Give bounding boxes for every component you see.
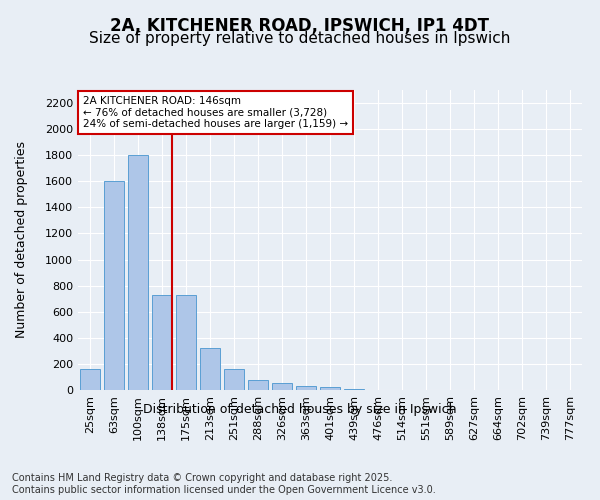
Text: Size of property relative to detached houses in Ipswich: Size of property relative to detached ho… bbox=[89, 31, 511, 46]
Bar bbox=[104, 182, 124, 390]
Bar bbox=[224, 369, 244, 390]
Y-axis label: Number of detached properties: Number of detached properties bbox=[14, 142, 28, 338]
Text: 2A KITCHENER ROAD: 146sqm
← 76% of detached houses are smaller (3,728)
24% of se: 2A KITCHENER ROAD: 146sqm ← 76% of detac… bbox=[83, 96, 348, 129]
Text: Distribution of detached houses by size in Ipswich: Distribution of detached houses by size … bbox=[143, 402, 457, 415]
Bar bbox=[320, 388, 340, 390]
Bar bbox=[176, 296, 196, 390]
Bar bbox=[128, 155, 148, 390]
Bar bbox=[296, 386, 316, 390]
Text: 2A, KITCHENER ROAD, IPSWICH, IP1 4DT: 2A, KITCHENER ROAD, IPSWICH, IP1 4DT bbox=[110, 18, 490, 36]
Bar bbox=[272, 384, 292, 390]
Bar bbox=[80, 369, 100, 390]
Bar bbox=[200, 348, 220, 390]
Bar bbox=[248, 380, 268, 390]
Bar bbox=[152, 296, 172, 390]
Text: Contains HM Land Registry data © Crown copyright and database right 2025.
Contai: Contains HM Land Registry data © Crown c… bbox=[12, 474, 436, 495]
